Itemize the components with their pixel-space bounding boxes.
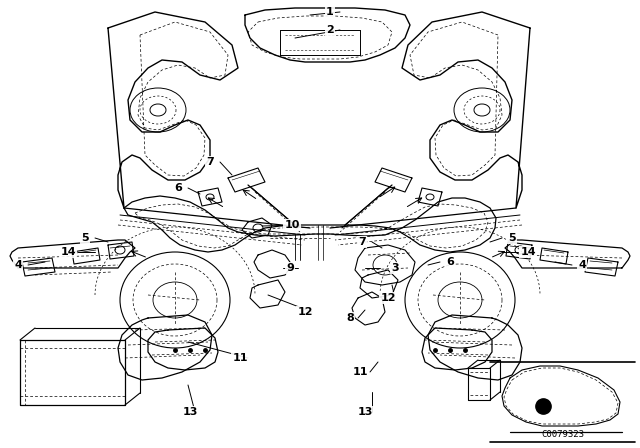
Text: 3: 3	[391, 263, 399, 273]
Text: 13: 13	[357, 407, 372, 417]
Text: 5: 5	[508, 233, 516, 243]
Text: 4: 4	[14, 260, 22, 270]
Text: 12: 12	[380, 293, 396, 303]
Text: 11: 11	[232, 353, 248, 363]
Text: 8: 8	[346, 313, 354, 323]
Text: 9: 9	[286, 263, 294, 273]
Text: C0079323: C0079323	[541, 430, 584, 439]
Text: 11: 11	[352, 367, 368, 377]
Text: 7: 7	[358, 237, 366, 247]
Text: 13: 13	[182, 407, 198, 417]
Text: 6: 6	[446, 257, 454, 267]
Text: 4: 4	[578, 260, 586, 270]
Text: 1: 1	[326, 7, 334, 17]
Text: 7: 7	[206, 157, 214, 167]
Text: 12: 12	[297, 307, 313, 317]
Text: 6: 6	[174, 183, 182, 193]
Text: 2: 2	[326, 25, 334, 35]
Text: 5: 5	[81, 233, 89, 243]
Text: 14: 14	[60, 247, 76, 257]
Text: 14: 14	[520, 247, 536, 257]
Text: 10: 10	[284, 220, 300, 230]
